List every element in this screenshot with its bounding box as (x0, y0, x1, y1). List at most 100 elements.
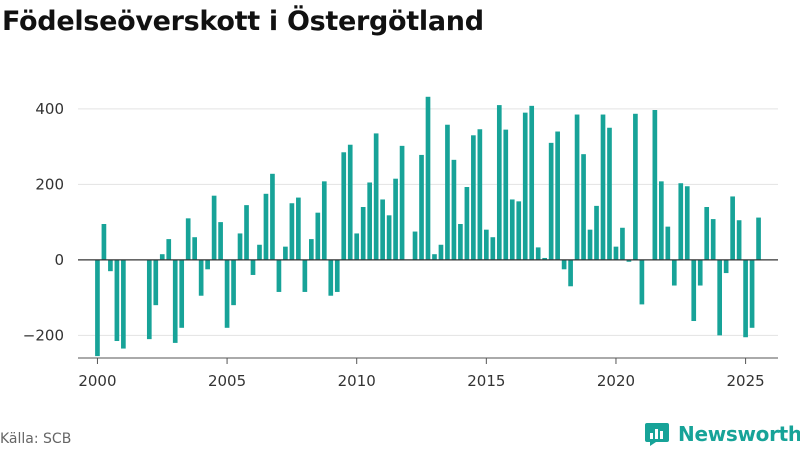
bar (529, 105, 535, 260)
bar (542, 257, 547, 260)
bar (231, 259, 236, 306)
bars (95, 96, 761, 357)
bar (101, 224, 107, 260)
bar (244, 205, 249, 260)
bar (484, 229, 489, 260)
bar (373, 133, 379, 260)
bar (652, 110, 658, 260)
bar (671, 259, 677, 286)
bar (516, 201, 522, 260)
bar (659, 181, 664, 260)
bar (250, 259, 256, 275)
bar (561, 259, 567, 270)
bar (548, 142, 554, 260)
bar (438, 244, 444, 260)
bar (399, 145, 405, 260)
bar (367, 182, 372, 260)
bar (574, 114, 580, 260)
bar (503, 129, 509, 260)
bar (684, 186, 690, 260)
bar (283, 246, 288, 260)
bar (192, 237, 197, 260)
bar (198, 259, 204, 296)
y-tick-label: 400 (35, 100, 64, 118)
bar (309, 239, 314, 260)
bar (270, 173, 275, 260)
chart-title: Födelseöverskott i Östergötland (2, 6, 484, 37)
y-axis-tick-labels: −200 0 200 400 (23, 100, 64, 344)
bar (496, 105, 502, 260)
x-tick-label: 2020 (597, 372, 635, 390)
source-note: Källa: SCB (0, 431, 72, 447)
bar (581, 154, 586, 260)
brand-name: Newsworthy (678, 422, 800, 446)
bar (114, 259, 120, 342)
bar (555, 131, 560, 260)
bar (743, 259, 748, 338)
bar (289, 203, 295, 260)
bar (425, 96, 431, 260)
bar (600, 114, 606, 260)
bar (620, 227, 625, 260)
x-tick-label: 2015 (467, 372, 505, 390)
bar (587, 229, 593, 260)
x-tick-label: 2005 (208, 372, 246, 390)
bar (613, 246, 619, 260)
x-tick-label: 2025 (726, 372, 764, 390)
bar (697, 259, 703, 286)
bar (723, 259, 729, 274)
y-tick-label: −200 (23, 326, 64, 344)
bar (522, 112, 528, 260)
x-axis: 2000 2005 2010 2015 2020 2025 (78, 357, 778, 390)
bar (166, 239, 172, 260)
bar (179, 259, 185, 328)
bar (302, 259, 308, 292)
bar (568, 259, 573, 287)
bar (354, 233, 360, 260)
bar (315, 212, 321, 260)
bar (393, 178, 398, 260)
bar (607, 127, 612, 260)
bar (419, 154, 424, 260)
bar (334, 259, 340, 292)
bar (678, 183, 684, 260)
bar (386, 215, 392, 260)
bar (237, 233, 243, 260)
bar (509, 199, 515, 260)
bar (95, 259, 100, 357)
bar (639, 259, 645, 305)
bar (458, 224, 463, 260)
bar (341, 152, 347, 260)
x-tick-label: 2010 (338, 372, 376, 390)
bar (633, 113, 638, 260)
bar (477, 129, 483, 260)
bar (736, 220, 742, 260)
bar (756, 217, 761, 260)
newsworthy-logo-icon (645, 423, 669, 446)
bar (146, 259, 152, 340)
newsworthy-brand[interactable]: Newsworthy (644, 420, 800, 448)
bar (451, 159, 457, 260)
bar (665, 226, 671, 260)
bar (710, 219, 716, 260)
bar (464, 187, 470, 260)
bar (153, 259, 159, 306)
bar (185, 218, 191, 260)
bar (626, 259, 632, 262)
bar (263, 193, 269, 260)
bar (594, 205, 599, 260)
y-tick-label: 200 (35, 175, 64, 193)
bar (360, 207, 366, 260)
bar (445, 124, 450, 260)
bar (730, 196, 735, 260)
bar (321, 181, 327, 260)
bar (347, 144, 353, 260)
y-tick-label: 0 (54, 251, 64, 269)
x-tick-label: 2000 (78, 372, 116, 390)
bar (749, 259, 755, 328)
bar (121, 259, 126, 349)
bar (108, 259, 113, 272)
bar (535, 247, 541, 260)
bar (380, 199, 385, 260)
